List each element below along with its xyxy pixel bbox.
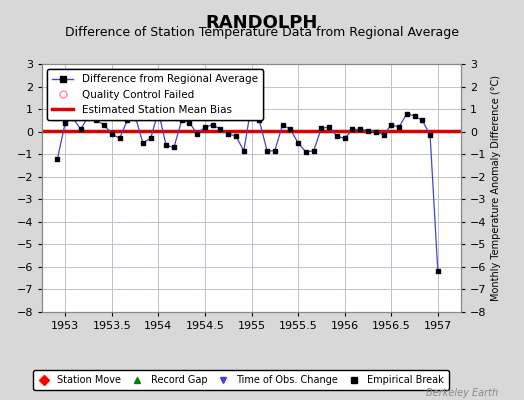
Text: Berkeley Earth: Berkeley Earth	[425, 388, 498, 398]
Y-axis label: Monthly Temperature Anomaly Difference (°C): Monthly Temperature Anomaly Difference (…	[491, 75, 501, 301]
Text: RANDOLPH: RANDOLPH	[206, 14, 318, 32]
Text: Difference of Station Temperature Data from Regional Average: Difference of Station Temperature Data f…	[65, 26, 459, 39]
Legend: Station Move, Record Gap, Time of Obs. Change, Empirical Break: Station Move, Record Gap, Time of Obs. C…	[33, 370, 449, 390]
Legend: Difference from Regional Average, Quality Control Failed, Estimated Station Mean: Difference from Regional Average, Qualit…	[47, 69, 263, 120]
